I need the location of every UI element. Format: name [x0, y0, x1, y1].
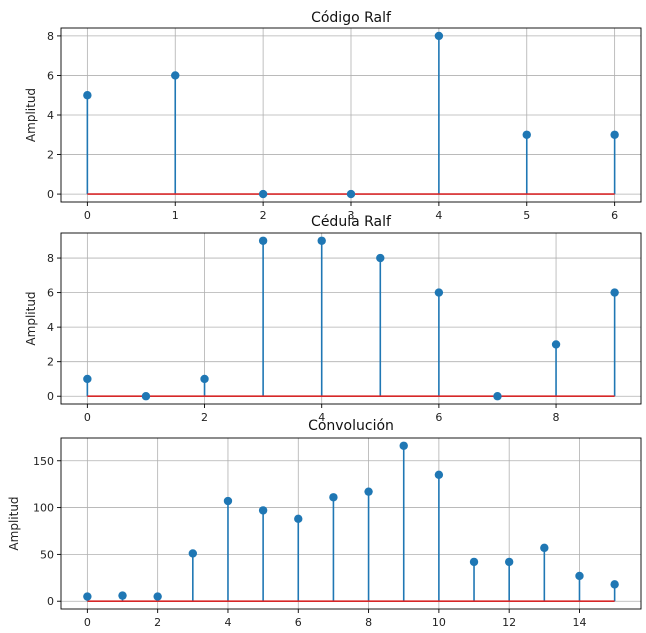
stem-marker: [118, 591, 127, 600]
chart-title: Código Ralf: [311, 10, 392, 26]
chart-title: Convolución: [308, 418, 394, 434]
stem-marker: [188, 549, 198, 558]
stem-marker: [434, 288, 444, 297]
x-tick-label: 4: [435, 209, 442, 222]
stem-marker: [364, 487, 373, 496]
y-tick-label: 4: [47, 321, 54, 334]
y-tick-label: 8: [47, 30, 54, 43]
x-tick-label: 2: [154, 616, 161, 629]
y-tick-label: 100: [33, 502, 54, 515]
x-tick-label: 3: [348, 209, 355, 222]
chart-title: Cédula Ralf: [311, 214, 392, 230]
stem-marker: [399, 441, 408, 450]
y-tick-label: 0: [47, 390, 54, 403]
stem-marker: [434, 470, 444, 480]
stem-marker: [610, 130, 619, 139]
x-tick-label: 0: [84, 411, 91, 424]
stem-marker: [551, 340, 561, 349]
y-tick-label: 0: [47, 595, 54, 608]
subplot-2: 0 2 4 6 8 0 2 4 6 8 Cédula Ralf Amplitud: [24, 214, 642, 424]
stem-marker: [540, 543, 549, 553]
x-tick-label: 14: [572, 616, 586, 629]
x-tick-label: 4: [224, 616, 231, 629]
x-tick-label: 6: [611, 209, 618, 222]
y-tick-label: 2: [47, 149, 54, 162]
stem-marker: [83, 592, 92, 601]
subplot-1: 0 1 2 3 4 5 6 0 2 4 6 8 Código Ralf Amplitud: [24, 10, 642, 222]
x-tick-label: 8: [553, 411, 560, 424]
x-tick-label: 6: [435, 411, 442, 424]
stem-marker: [83, 91, 92, 100]
y-tick-label: 6: [47, 287, 54, 300]
stem-marker: [329, 493, 338, 502]
stem-marker: [258, 189, 268, 199]
y-tick-label: 150: [33, 455, 54, 468]
stem-marker: [376, 253, 385, 263]
stem-marker: [610, 580, 619, 589]
subplot-3: 0 2 4 6 8 10 12 14 0 50 100 150 Convolución Amplitud: [7, 418, 642, 629]
axes-frame: [60, 437, 642, 610]
stem-marker: [346, 189, 356, 199]
x-tick-label: 10: [432, 616, 446, 629]
y-tick-label: 4: [47, 109, 54, 122]
stem-marker: [200, 374, 209, 384]
stem-marker: [294, 514, 303, 524]
stem-marker: [493, 392, 502, 401]
stem-marker: [575, 571, 584, 581]
stem-marker: [141, 392, 151, 401]
x-tick-label: 0: [84, 616, 91, 629]
y-tick-label: 6: [47, 69, 54, 82]
x-tick-label: 4: [318, 411, 325, 424]
y-axis-label: Amplitud: [24, 291, 38, 345]
x-tick-label: 0: [84, 209, 91, 222]
stem-marker: [258, 236, 268, 245]
y-axis-label: Amplitud: [24, 88, 38, 142]
x-tick-label: 2: [260, 209, 267, 222]
stem-marker: [522, 130, 531, 139]
x-tick-label: 12: [502, 616, 516, 629]
stem-marker: [258, 506, 268, 515]
x-tick-label: 5: [523, 209, 530, 222]
stem-marker: [610, 288, 619, 297]
stem-marker: [434, 31, 444, 41]
stem-marker: [469, 557, 479, 567]
y-tick-label: 0: [47, 188, 54, 201]
axes-frame: [60, 232, 642, 405]
stem-marker: [153, 592, 162, 601]
y-tick-label: 50: [40, 548, 54, 561]
stem-marker: [223, 496, 233, 506]
y-axis-label: Amplitud: [7, 496, 21, 550]
stem-marker: [171, 71, 180, 80]
stem-marker: [504, 557, 514, 567]
x-tick-label: 2: [201, 411, 208, 424]
stem-marker: [83, 374, 92, 384]
x-tick-label: 8: [365, 616, 372, 629]
stem-marker: [317, 236, 326, 245]
y-tick-label: 2: [47, 356, 54, 369]
x-tick-label: 6: [295, 616, 302, 629]
y-tick-label: 8: [47, 252, 54, 265]
x-tick-label: 1: [172, 209, 179, 222]
